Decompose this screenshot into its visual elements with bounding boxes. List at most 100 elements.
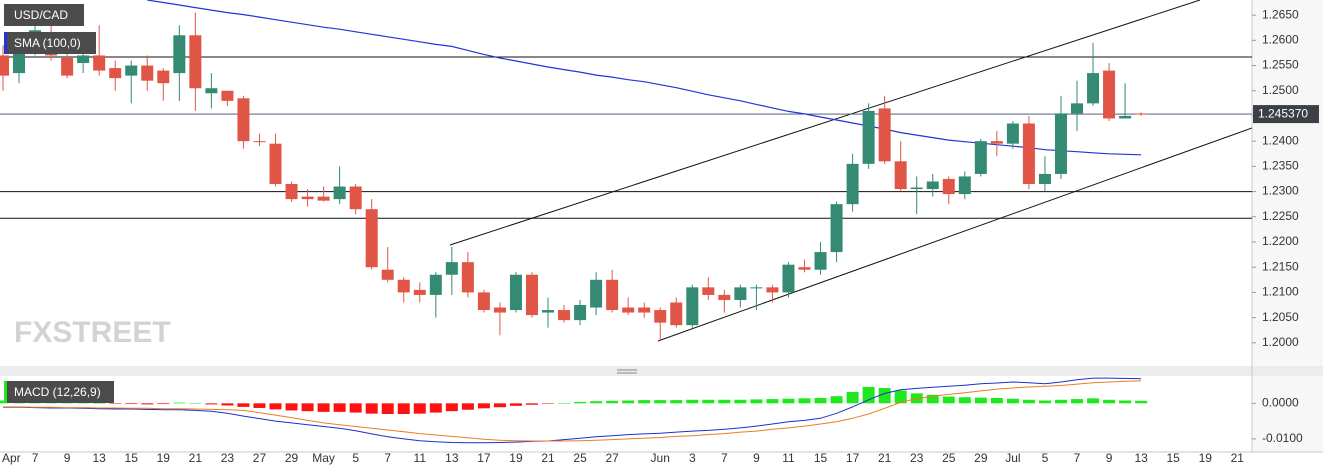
- histogram-bar: [958, 397, 971, 404]
- x-tick-label: 27: [253, 451, 267, 465]
- histogram-bar: [173, 402, 186, 404]
- candle-body: [189, 35, 202, 89]
- histogram-bar: [429, 403, 442, 413]
- histogram-bar: [477, 403, 490, 409]
- candle-body: [878, 108, 891, 162]
- histogram-bar: [125, 403, 138, 405]
- x-tick-label: 21: [1231, 451, 1245, 465]
- x-tick-label: 19: [157, 451, 171, 465]
- histogram-bar: [397, 403, 410, 414]
- x-tick-label: 17: [846, 451, 860, 465]
- candle-body: [381, 269, 394, 280]
- candle-body: [157, 70, 170, 84]
- histogram-bar: [686, 399, 699, 404]
- candle-body: [830, 204, 843, 253]
- candle-body: [798, 267, 811, 270]
- candle-body: [509, 274, 522, 311]
- candle-body: [1038, 173, 1051, 185]
- histogram-bar: [750, 399, 763, 404]
- candle-body: [958, 176, 971, 195]
- y-tick-label: 1.2200: [1262, 234, 1299, 248]
- histogram-bar: [830, 396, 843, 404]
- legend-swatch: [4, 32, 7, 54]
- histogram-bar: [766, 399, 779, 404]
- macd-pane: [0, 377, 1148, 444]
- x-tick-label: 21: [189, 451, 203, 465]
- histogram-bar: [109, 403, 122, 404]
- y-tick-label: 1.2250: [1262, 209, 1299, 223]
- candle-body: [1022, 123, 1035, 185]
- histogram-bar: [445, 403, 458, 412]
- histogram-bar: [1135, 400, 1148, 404]
- candle-body: [558, 310, 571, 321]
- histogram-bar: [93, 402, 106, 404]
- x-tick-label: 7: [384, 451, 391, 465]
- histogram-bar: [253, 403, 266, 408]
- histogram-bar: [846, 391, 859, 404]
- x-tick-label: 19: [1199, 451, 1213, 465]
- axes: 1.2000 1.2050 1.2100 1.2150 1.2200 1.2250 1.23…: [2, 7, 1319, 465]
- line-series: [3, 377, 1142, 444]
- legend-box[interactable]: [4, 381, 114, 403]
- y-tick-label: -0.0100: [1262, 431, 1303, 445]
- histogram-bar: [381, 403, 394, 414]
- histogram-bar: [894, 390, 907, 404]
- candle-body: [1054, 113, 1067, 174]
- x-tick-label: 13: [93, 451, 107, 465]
- legend-swatch: [4, 381, 7, 403]
- histogram-bar: [413, 403, 426, 414]
- histogram-bar: [990, 397, 1003, 404]
- histogram-bar: [1119, 400, 1132, 404]
- histogram-bar: [317, 403, 330, 412]
- x-tick-label: 15: [125, 451, 139, 465]
- x-tick-label: May: [312, 451, 335, 465]
- candle-body: [1103, 70, 1116, 119]
- candle-body: [910, 187, 923, 190]
- candle-body: [413, 289, 426, 295]
- candle-body: [574, 305, 587, 321]
- x-tick-label: 9: [753, 451, 760, 465]
- histogram-bar: [301, 403, 314, 412]
- candle-body: [590, 279, 603, 308]
- histogram-bar: [1054, 399, 1067, 404]
- histogram-bar: [493, 403, 506, 408]
- candle-body: [77, 55, 90, 64]
- x-tick-label: 7: [32, 451, 39, 465]
- watermark: FXSTREET: [14, 316, 171, 349]
- candle-body: [990, 141, 1003, 144]
- candle-body: [814, 252, 827, 270]
- candle-body: [974, 141, 987, 174]
- candle-body: [1135, 113, 1148, 115]
- histogram-bar: [349, 403, 362, 413]
- trendline[interactable]: [449, 0, 1201, 246]
- x-tick-label: 9: [1106, 451, 1113, 465]
- candle-body: [926, 181, 939, 190]
- histogram-bar: [1006, 398, 1019, 404]
- candle-body: [606, 279, 619, 311]
- histogram-bar: [221, 403, 234, 406]
- legend-box[interactable]: [4, 32, 96, 54]
- histogram-bar: [718, 399, 731, 404]
- y-tick-label: 1.2000: [1262, 335, 1299, 349]
- candle-body: [622, 307, 635, 313]
- x-tick-label: 29: [285, 451, 299, 465]
- histogram-bar: [205, 403, 218, 405]
- pane-separator: [0, 366, 1323, 376]
- price-axis-area: [1252, 0, 1323, 452]
- candle-body: [429, 274, 442, 295]
- candle-body: [349, 186, 362, 210]
- candle-body: [766, 287, 779, 293]
- x-tick-label: 9: [64, 451, 71, 465]
- x-tick-label: 25: [942, 451, 956, 465]
- x-tick-label: 3: [689, 451, 696, 465]
- x-tick-label: Apr: [2, 451, 21, 465]
- y-tick-label: 1.2500: [1262, 83, 1299, 97]
- x-tick-label: 23: [910, 451, 924, 465]
- histogram-bar: [285, 403, 298, 411]
- y-tick-label: 1.2650: [1262, 7, 1299, 21]
- legend-box[interactable]: [4, 4, 84, 26]
- trendline[interactable]: [657, 127, 1252, 342]
- y-tick-label: 1.2150: [1262, 259, 1299, 273]
